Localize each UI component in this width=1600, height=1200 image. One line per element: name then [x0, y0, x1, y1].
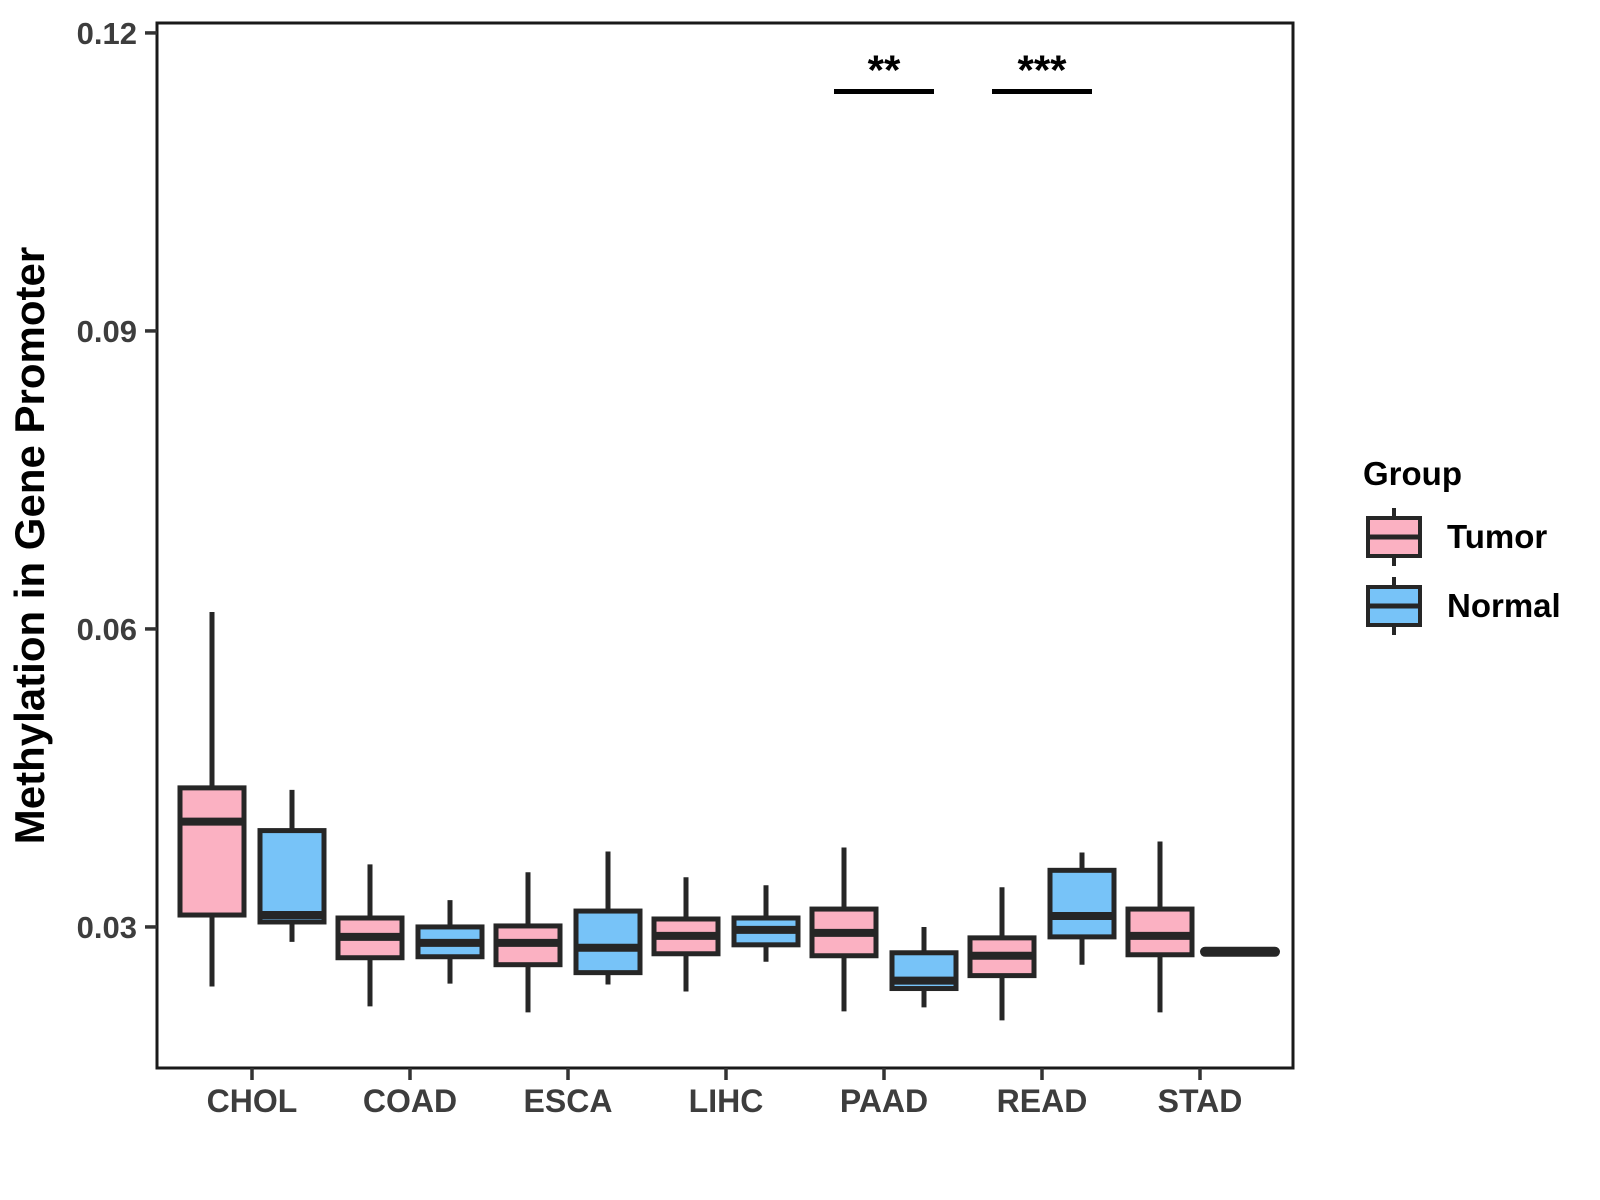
x-tick-label-paad: PAAD	[840, 1083, 928, 1119]
significance-paad: **	[834, 47, 934, 95]
x-tick-label-chol: CHOL	[207, 1083, 298, 1119]
y-tick-label: 0.03	[77, 910, 137, 945]
significance-stars: **	[868, 47, 901, 94]
y-tick-label: 0.06	[77, 612, 137, 647]
legend-label-tumor: Tumor	[1447, 518, 1547, 555]
legend: Group Tumor Normal	[1363, 455, 1561, 635]
y-tick-label: 0.12	[77, 16, 137, 51]
significance-stars: ***	[1017, 47, 1067, 94]
iqr-box	[573, 908, 643, 976]
y-tick-label: 0.09	[77, 314, 137, 349]
box-coad-normal	[415, 900, 485, 984]
legend-key-normal: Normal	[1366, 577, 1561, 635]
x-tick-label-esca: ESCA	[524, 1083, 613, 1119]
iqr-box	[257, 828, 327, 925]
box-coad-tumor	[335, 864, 405, 1007]
box-lihc-normal	[731, 885, 801, 962]
legend-key-tumor: Tumor	[1366, 508, 1547, 566]
x-tick-label-read: READ	[997, 1083, 1088, 1119]
plot-panel	[155, 21, 1295, 1070]
y-axis-title: Methylation in Gene Promoter	[6, 247, 53, 844]
box-read-tumor	[967, 887, 1037, 1021]
box-paad-normal	[889, 926, 959, 1008]
box-read-normal	[1047, 852, 1117, 965]
iqr-box	[177, 785, 247, 918]
iqr-box	[1047, 867, 1117, 940]
box-paad-tumor	[809, 847, 879, 1012]
box-chol-tumor	[177, 612, 247, 987]
x-tick-label-coad: COAD	[363, 1083, 457, 1119]
significance-read: ***	[992, 47, 1092, 95]
x-tick-label-lihc: LIHC	[689, 1083, 764, 1119]
box-stad-tumor	[1125, 841, 1195, 1013]
box-esca-normal	[573, 851, 643, 985]
legend-label-normal: Normal	[1447, 587, 1561, 624]
legend-title: Group	[1363, 455, 1462, 492]
box-lihc-tumor	[651, 877, 721, 992]
box-chol-normal	[257, 789, 327, 942]
x-tick-label-stad: STAD	[1158, 1083, 1243, 1119]
box-esca-tumor	[493, 872, 563, 1013]
